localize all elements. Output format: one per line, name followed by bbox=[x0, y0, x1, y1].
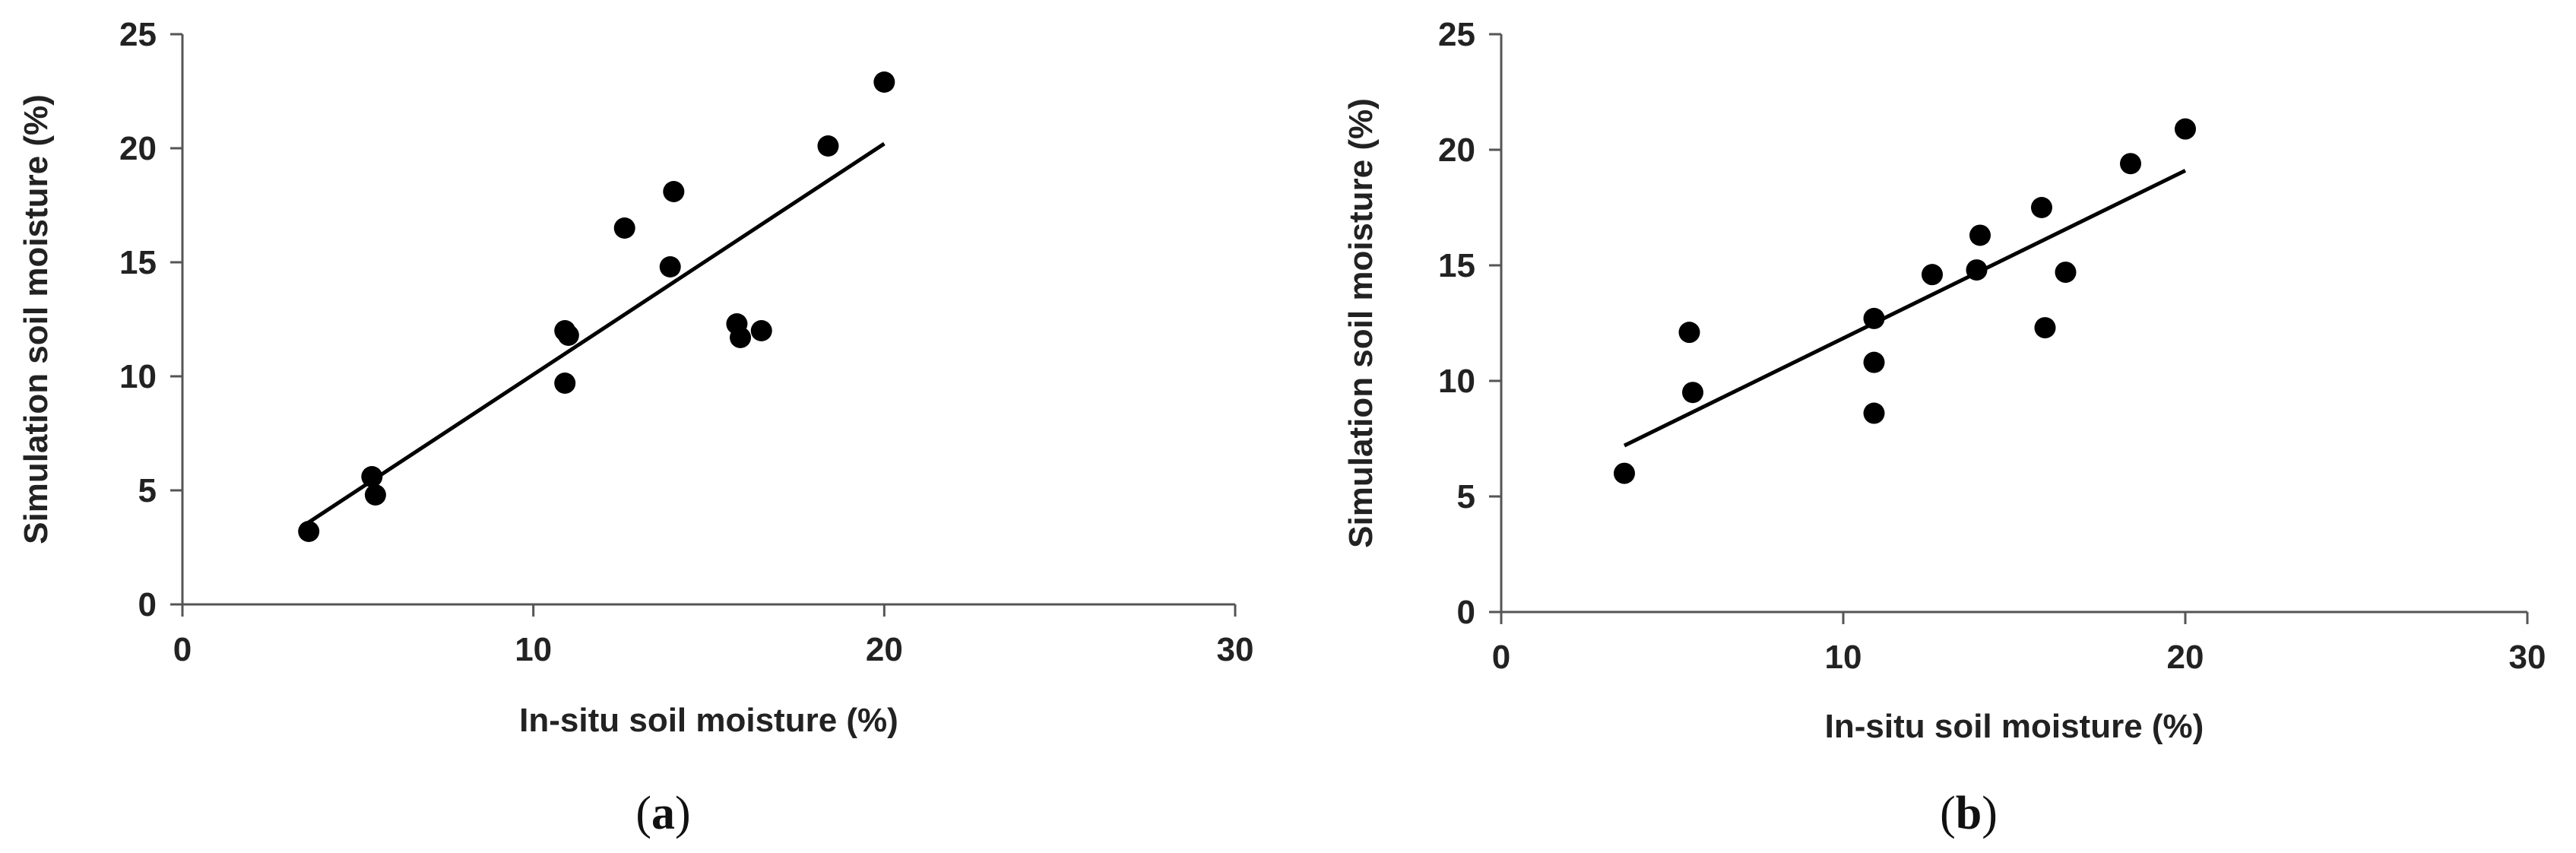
data-point bbox=[750, 320, 772, 341]
chart-panel-b: 0 5 10 15 20 25 0 10 20 30 In-situ soil moisture (… bbox=[1342, 16, 2546, 839]
data-point bbox=[1614, 462, 1635, 484]
y-tick-label: 20 bbox=[119, 130, 157, 167]
data-point bbox=[1678, 322, 1700, 344]
y-tick-label: 25 bbox=[119, 16, 157, 53]
data-point bbox=[1682, 382, 1703, 404]
panel-letter: b bbox=[1956, 788, 1982, 839]
x-tick-label: 10 bbox=[1825, 639, 1862, 676]
y-axis-title: Simulation soil moisture (%) bbox=[1342, 98, 1380, 548]
x-tick-label: 20 bbox=[2167, 639, 2204, 676]
trend-line bbox=[1623, 169, 2187, 448]
y-tick-label: 0 bbox=[138, 586, 157, 623]
data-point bbox=[1863, 307, 1885, 329]
trend-line bbox=[307, 141, 886, 525]
data-point bbox=[2175, 118, 2196, 140]
y-tick-label: 15 bbox=[119, 244, 157, 281]
data-point bbox=[613, 217, 635, 239]
data-point bbox=[663, 181, 685, 202]
data-point bbox=[873, 71, 895, 93]
data-point bbox=[1863, 351, 1885, 373]
x-axis-title: In-situ soil moisture (%) bbox=[1825, 708, 2204, 745]
y-tick-label: 10 bbox=[119, 358, 157, 395]
x-tick-label: 30 bbox=[2509, 639, 2546, 676]
data-point bbox=[817, 135, 839, 157]
x-tick-label: 0 bbox=[1492, 639, 1510, 676]
y-axis-title: Simulation soil moisture (%) bbox=[17, 94, 55, 544]
data-point bbox=[730, 327, 752, 348]
data-point bbox=[1922, 264, 1943, 286]
data-point bbox=[1863, 402, 1885, 424]
data-point bbox=[554, 373, 576, 394]
x-tick-label: 10 bbox=[515, 631, 552, 668]
data-point bbox=[298, 521, 320, 542]
x-axis-title: In-situ soil moisture (%) bbox=[519, 702, 898, 739]
data-point bbox=[1969, 224, 1991, 246]
y-tick-label: 10 bbox=[1438, 363, 1475, 400]
panel-letter: a bbox=[651, 788, 675, 839]
data-point bbox=[2031, 197, 2052, 218]
data-point bbox=[1966, 259, 1988, 281]
y-tick-label: 0 bbox=[1457, 594, 1475, 631]
y-tick-label: 20 bbox=[1438, 132, 1475, 169]
panel-label: (b) bbox=[1940, 788, 1998, 839]
data-point bbox=[2120, 153, 2141, 175]
data-point bbox=[659, 256, 681, 277]
y-tick-label: 15 bbox=[1438, 247, 1475, 284]
data-point bbox=[2034, 317, 2056, 339]
data-point bbox=[361, 466, 383, 487]
data-point bbox=[554, 320, 576, 341]
data-point bbox=[364, 484, 386, 506]
data-point bbox=[2055, 262, 2077, 284]
y-tick-label: 5 bbox=[1457, 478, 1475, 515]
chart-panel-a: 0 5 10 15 20 25 0 10 20 30 In-situ soil moisture (… bbox=[17, 16, 1253, 839]
panel-label: (a) bbox=[635, 788, 690, 839]
x-tick-label: 20 bbox=[866, 631, 903, 668]
y-tick-label: 25 bbox=[1438, 16, 1475, 53]
y-tick-label: 5 bbox=[138, 472, 157, 509]
x-tick-label: 0 bbox=[173, 631, 192, 668]
x-tick-label: 30 bbox=[1217, 631, 1254, 668]
